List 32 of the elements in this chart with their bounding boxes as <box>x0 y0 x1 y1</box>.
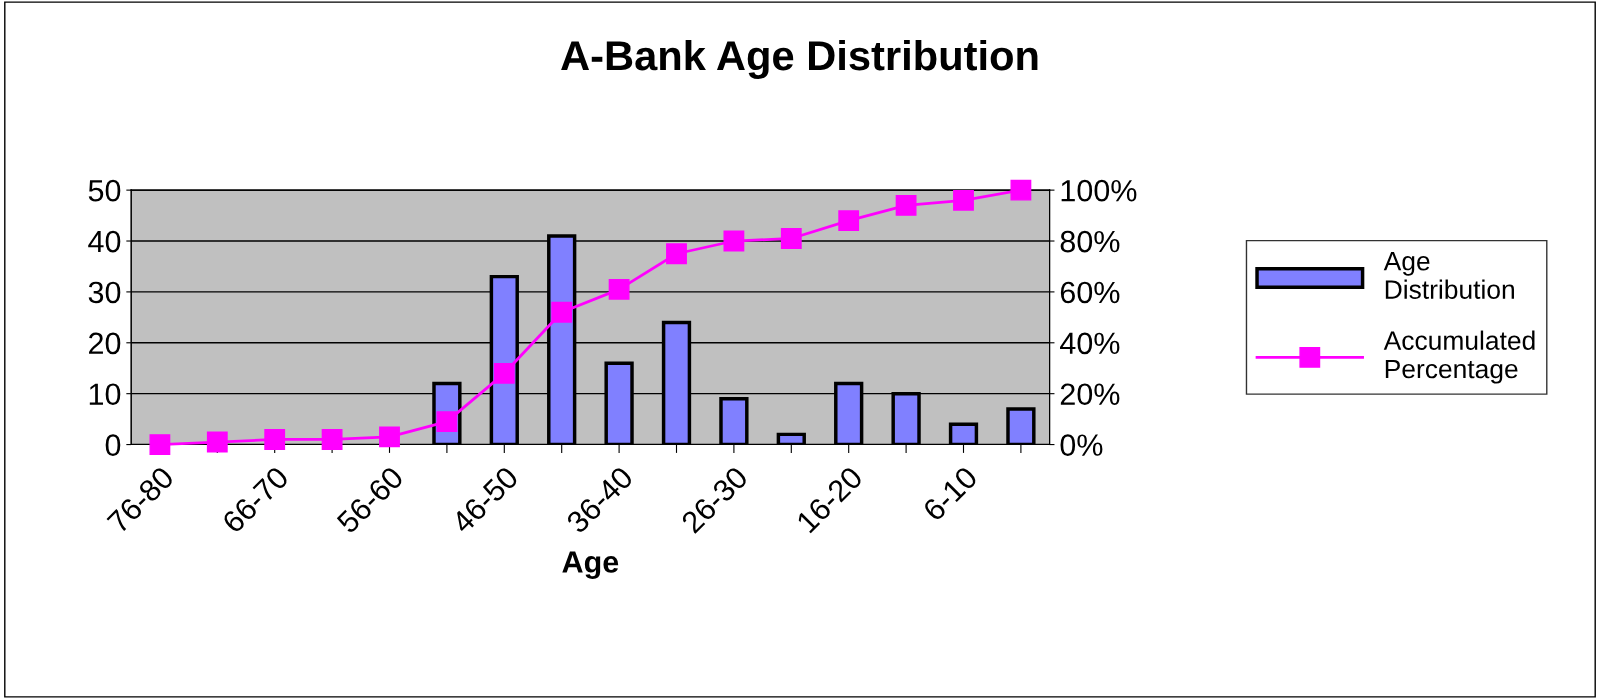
y-tick-label: 10 <box>89 383 121 406</box>
y2-tick-label: 100% <box>1061 179 1137 202</box>
y-tick-label: 40 <box>88 230 121 253</box>
point <box>953 189 974 211</box>
y-tick-label: 0 <box>105 434 121 456</box>
y2-tick-label: 80% <box>1060 230 1120 253</box>
point <box>723 230 745 252</box>
x-tick-label: 6-10 <box>921 465 979 523</box>
point <box>838 210 860 232</box>
y-tick-label: 20 <box>89 332 121 355</box>
legend-label: Accumulated Percentage <box>1383 330 1535 384</box>
point <box>493 362 515 384</box>
point <box>206 431 228 453</box>
point <box>551 301 573 323</box>
y2-tick-label: 60% <box>1060 281 1120 304</box>
x-axis-title: Age <box>562 551 619 579</box>
point <box>321 429 343 450</box>
chart-title: A-Bank Age Distribution <box>561 39 1038 79</box>
point <box>608 278 630 300</box>
y2-tick-label: 40% <box>1060 332 1120 355</box>
point <box>895 194 917 216</box>
point <box>780 228 802 249</box>
y-tick-label: 50 <box>88 179 121 202</box>
y2-tick-label: 20% <box>1060 383 1120 406</box>
y2-tick-label: 0% <box>1060 434 1103 456</box>
point <box>149 434 171 455</box>
y-tick-label: 30 <box>88 281 121 304</box>
legend-label: Age Distribution <box>1383 252 1514 299</box>
point <box>379 426 400 448</box>
point <box>1010 179 1032 201</box>
point <box>264 429 286 450</box>
point <box>666 243 687 265</box>
